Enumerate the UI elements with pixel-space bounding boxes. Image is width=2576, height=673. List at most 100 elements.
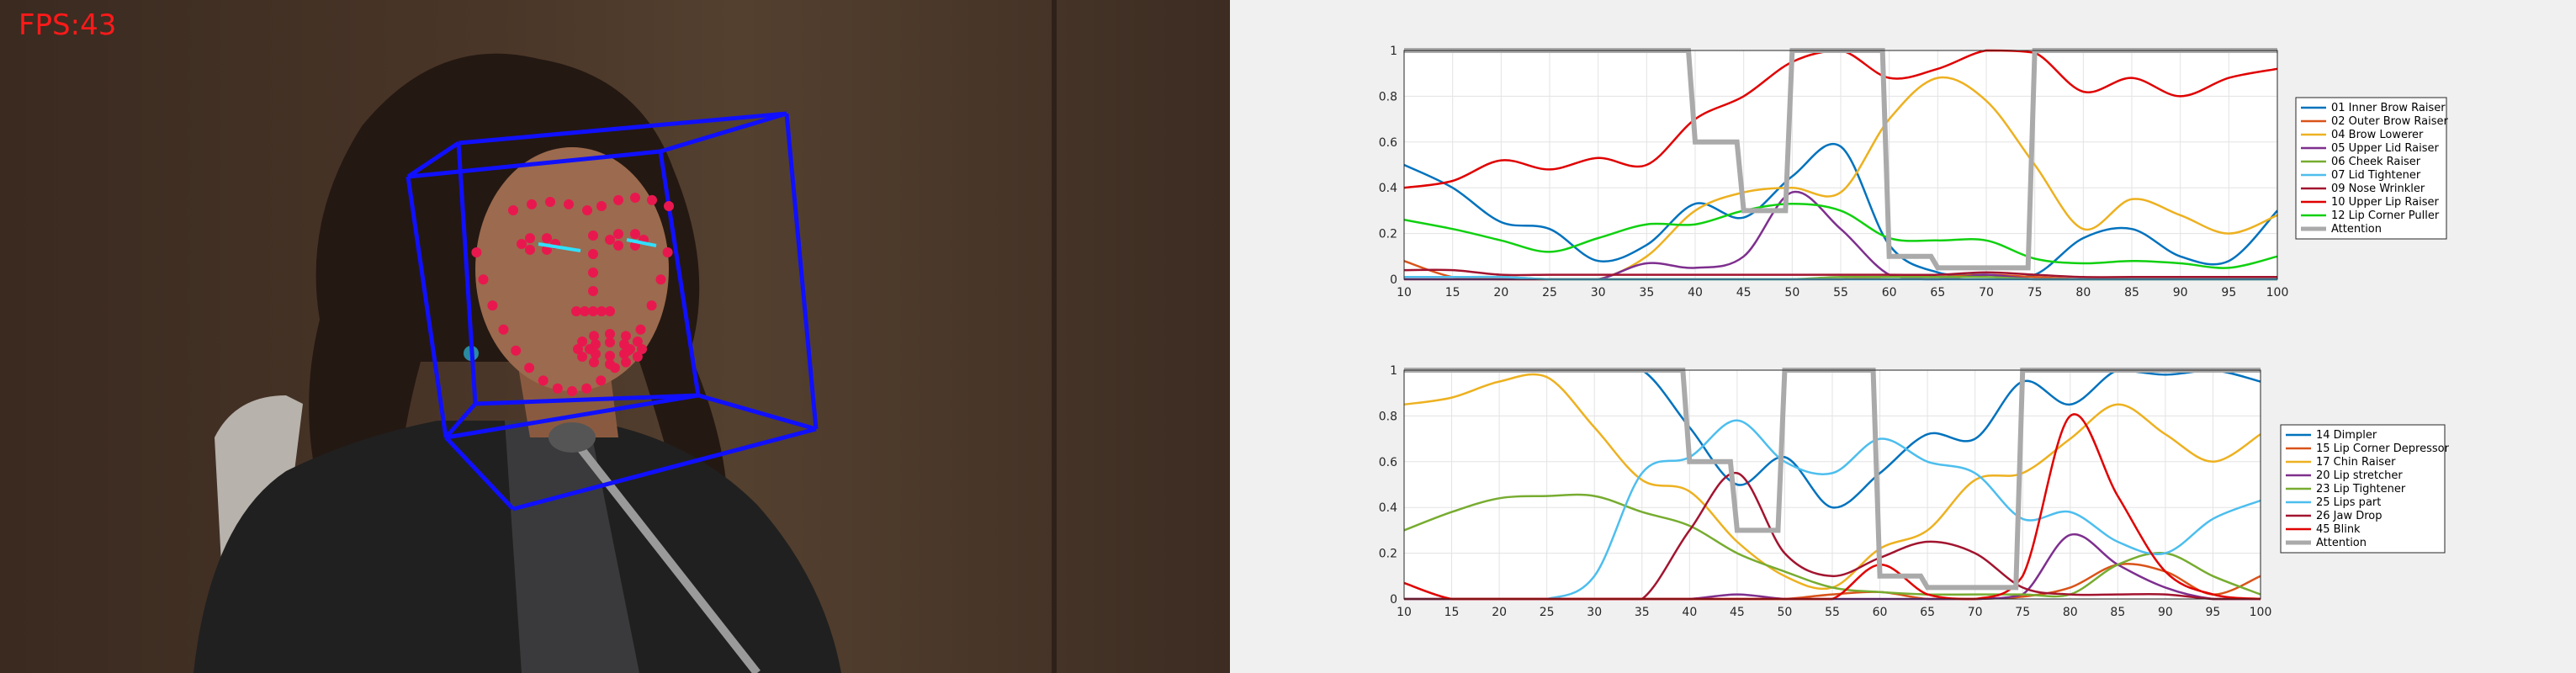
y-tick-label: 1 [1390, 364, 1397, 378]
x-tick-label: 65 [1920, 606, 1935, 619]
legend-entry: 05 Upper Lid Raiser [2331, 142, 2440, 155]
legend-entry: 09 Nose Wrinkler [2331, 183, 2425, 195]
x-tick-label: 10 [1397, 286, 1412, 299]
legend-entry: Attention [2316, 537, 2367, 549]
legend-entry: 26 Jaw Drop [2316, 510, 2383, 522]
x-tick-label: 75 [2015, 606, 2030, 619]
landmark-point [567, 386, 577, 396]
x-tick-label: 10 [1397, 606, 1412, 619]
legend-entry: 25 Lips part [2316, 496, 2381, 509]
x-tick-label: 90 [2173, 286, 2188, 299]
landmark-point [646, 300, 657, 311]
y-tick-label: 0.8 [1379, 410, 1397, 423]
landmark-point [605, 306, 615, 316]
video-frame: FPS:43 [0, 0, 1230, 673]
head-box-edge [405, 176, 448, 438]
x-tick-label: 70 [1968, 606, 1983, 619]
landmark-point [664, 201, 674, 211]
landmark-point [589, 357, 599, 368]
landmark-point [635, 324, 646, 335]
x-tick-label: 60 [1873, 606, 1888, 619]
landmark-point [580, 306, 590, 316]
landmark-point [581, 383, 592, 394]
microphone-head [549, 422, 596, 453]
landmark-point [525, 233, 535, 244]
x-tick-label: 55 [1825, 606, 1840, 619]
x-tick-label: 100 [2250, 606, 2272, 619]
landmark-point [471, 247, 482, 257]
head-box-edge [784, 113, 819, 430]
y-tick-label: 1 [1390, 45, 1397, 58]
landmark-point [564, 199, 574, 209]
x-tick-label: 80 [2075, 286, 2091, 299]
legend-entry: 04 Brow Lowerer [2331, 129, 2424, 141]
series-line-25-lips-part [1404, 419, 2261, 601]
landmark-point [573, 344, 583, 354]
y-tick-label: 0.8 [1379, 90, 1397, 103]
landmark-point [487, 300, 498, 311]
tracking-overlay [405, 111, 819, 511]
landmark-point [582, 205, 592, 215]
landmark-point [613, 229, 623, 240]
landmark-point [596, 375, 607, 386]
y-tick-label: 0 [1390, 273, 1397, 287]
facial-landmarks [471, 193, 674, 396]
legend-entry: 20 Lip stretcher [2316, 469, 2403, 482]
head-box-edge [458, 111, 787, 146]
x-tick-label: 65 [1930, 286, 1945, 299]
landmark-point [589, 331, 599, 342]
legend-entry: 12 Lip Corner Puller [2331, 209, 2440, 222]
landmark-point [630, 229, 640, 240]
x-tick-label: 15 [1444, 606, 1460, 619]
y-tick-label: 0.4 [1379, 182, 1397, 195]
x-tick-label: 75 [2027, 286, 2043, 299]
x-tick-label: 85 [2124, 286, 2139, 299]
landmark-point [577, 352, 588, 362]
landmark-point [596, 306, 607, 316]
landmark-point [525, 244, 535, 255]
landmark-point [498, 324, 509, 335]
x-tick-label: 40 [1688, 286, 1703, 299]
legend-entry: 02 Outer Brow Raiser [2331, 115, 2449, 128]
head-box-edge [456, 142, 478, 405]
y-tick-label: 0.6 [1379, 136, 1397, 150]
legend-entry: 45 Blink [2316, 523, 2361, 536]
x-tick-label: 40 [1682, 606, 1697, 619]
landmark-point [655, 274, 666, 285]
landmark-point [508, 205, 518, 215]
landmark-point [662, 247, 673, 257]
landmark-point [621, 357, 631, 368]
landmark-point [524, 363, 535, 374]
blouse [505, 421, 639, 673]
face [475, 147, 669, 391]
head-box-edge [407, 149, 661, 179]
x-tick-label: 95 [2221, 286, 2236, 299]
action-unit-charts-panel: 10 15 20 25 30 35 40 45 50 55 60 65 70 75 80 85 90 95 100 0… [1230, 0, 2576, 673]
landmark-point [647, 194, 657, 205]
x-tick-label: 30 [1591, 286, 1606, 299]
x-tick-label: 35 [1639, 286, 1654, 299]
x-tick-label: 95 [2206, 606, 2221, 619]
head-box-edge [660, 111, 787, 154]
axes-frame [1403, 369, 2261, 600]
x-tick-label: 45 [1736, 286, 1752, 299]
head-box-edge [658, 151, 701, 396]
landmark-point [542, 233, 552, 244]
fps-counter: FPS:43 [19, 8, 117, 42]
landmark-point [588, 306, 598, 316]
landmark-point [630, 193, 640, 203]
series-line-01-inner-brow-raiser [1403, 143, 2278, 278]
legend-entry: 07 Lid Tightener [2331, 169, 2421, 182]
landmark-point [588, 231, 598, 241]
y-tick-label: 0.2 [1379, 228, 1397, 241]
x-tick-label: 25 [1540, 606, 1555, 619]
legend-entry: 01 Inner Brow Raiser [2331, 102, 2446, 114]
legend-entry: 10 Upper Lip Raiser [2331, 196, 2440, 209]
landmark-point [538, 375, 549, 386]
landmark-point [527, 199, 537, 209]
x-tick-label: 45 [1730, 606, 1745, 619]
person-figure [193, 53, 841, 673]
x-tick-label: 80 [2063, 606, 2078, 619]
landmark-point [596, 201, 607, 211]
